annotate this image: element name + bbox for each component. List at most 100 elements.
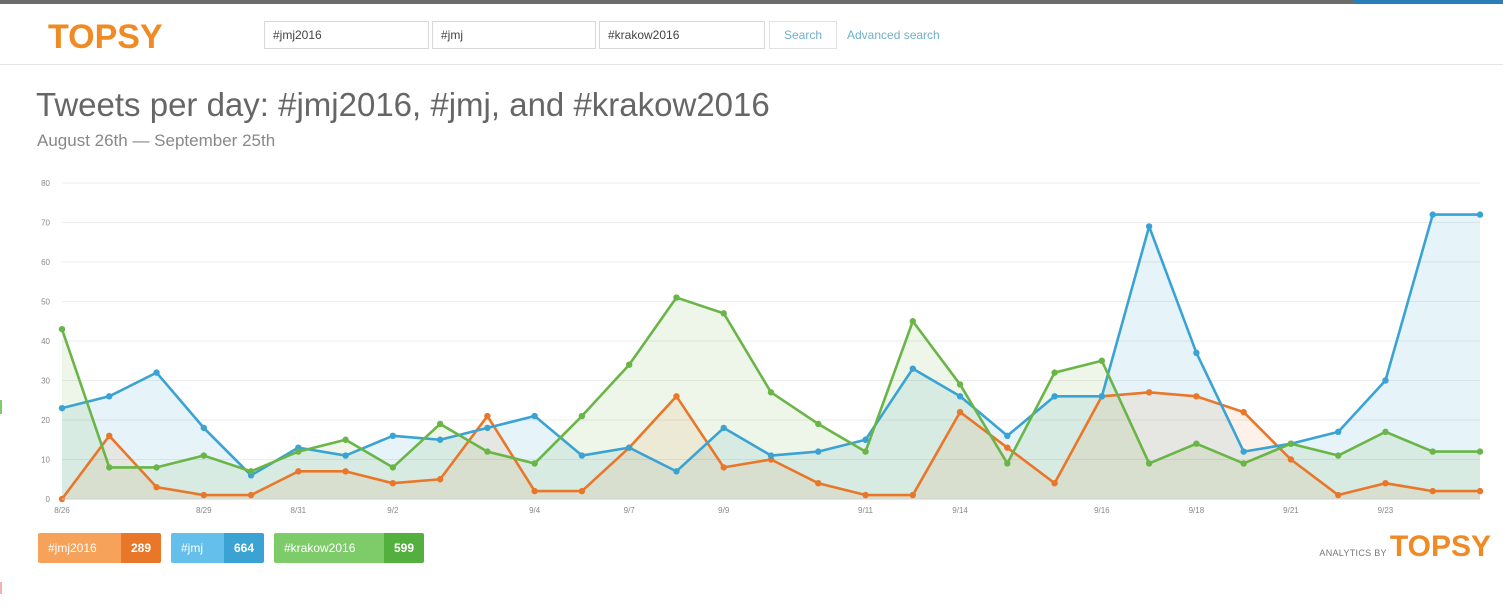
data-point-jmj[interactable]	[106, 393, 112, 399]
data-point-jmj[interactable]	[1004, 433, 1010, 439]
data-point-krakow2016[interactable]	[1051, 369, 1057, 375]
data-point-jmj[interactable]	[1193, 350, 1199, 356]
data-point-jmj[interactable]	[1051, 393, 1057, 399]
search-button[interactable]: Search	[769, 21, 837, 49]
legend-krakow2016-name: #krakow2016	[274, 533, 384, 563]
data-point-jmj[interactable]	[626, 444, 632, 450]
data-point-jmj[interactable]	[342, 452, 348, 458]
data-point-jmj2016[interactable]	[390, 480, 396, 486]
data-point-jmj[interactable]	[1240, 448, 1246, 454]
data-point-jmj2016[interactable]	[1288, 456, 1294, 462]
data-point-jmj[interactable]	[1382, 377, 1388, 383]
data-point-jmj2016[interactable]	[1051, 480, 1057, 486]
data-point-jmj2016[interactable]	[153, 484, 159, 490]
data-point-krakow2016[interactable]	[1335, 452, 1341, 458]
x-tick-label: 9/7	[624, 506, 636, 515]
data-point-jmj2016[interactable]	[1477, 488, 1483, 494]
data-point-krakow2016[interactable]	[531, 460, 537, 466]
data-point-jmj2016[interactable]	[1335, 492, 1341, 498]
data-point-krakow2016[interactable]	[201, 452, 207, 458]
data-point-jmj2016[interactable]	[815, 480, 821, 486]
data-point-jmj2016[interactable]	[437, 476, 443, 482]
data-point-jmj2016[interactable]	[1430, 488, 1436, 494]
data-point-jmj2016[interactable]	[673, 393, 679, 399]
data-point-jmj2016[interactable]	[721, 464, 727, 470]
data-point-krakow2016[interactable]	[153, 464, 159, 470]
data-point-krakow2016[interactable]	[721, 310, 727, 316]
data-point-jmj[interactable]	[1099, 393, 1105, 399]
data-point-jmj[interactable]	[201, 425, 207, 431]
data-point-jmj[interactable]	[721, 425, 727, 431]
data-point-jmj2016[interactable]	[531, 488, 537, 494]
x-tick-label: 9/9	[718, 506, 730, 515]
data-point-krakow2016[interactable]	[1477, 448, 1483, 454]
data-point-jmj[interactable]	[1335, 429, 1341, 435]
legend-krakow2016[interactable]: #krakow2016 599	[274, 533, 424, 563]
data-point-jmj[interactable]	[910, 365, 916, 371]
data-point-krakow2016[interactable]	[106, 464, 112, 470]
data-point-jmj[interactable]	[862, 437, 868, 443]
data-point-jmj2016[interactable]	[1146, 389, 1152, 395]
data-point-krakow2016[interactable]	[957, 381, 963, 387]
data-point-jmj2016[interactable]	[579, 488, 585, 494]
topsy-logo[interactable]: TOPSY	[48, 18, 163, 57]
legend-jmj2016[interactable]: #jmj2016 289	[38, 533, 161, 563]
data-point-krakow2016[interactable]	[295, 448, 301, 454]
analytics-by-topsy[interactable]: ANALYTICS BY TOPSY	[1319, 530, 1491, 564]
page-title: Tweets per day: #jmj2016, #jmj, and #kra…	[36, 86, 770, 124]
data-point-jmj2016[interactable]	[201, 492, 207, 498]
data-point-jmj[interactable]	[531, 413, 537, 419]
data-point-jmj2016[interactable]	[342, 468, 348, 474]
data-point-jmj2016[interactable]	[1193, 393, 1199, 399]
data-point-krakow2016[interactable]	[579, 413, 585, 419]
data-point-jmj[interactable]	[579, 452, 585, 458]
legend-jmj[interactable]: #jmj 664	[171, 533, 264, 563]
data-point-jmj[interactable]	[1477, 211, 1483, 217]
data-point-jmj[interactable]	[437, 437, 443, 443]
data-point-krakow2016[interactable]	[768, 389, 774, 395]
data-point-krakow2016[interactable]	[1193, 441, 1199, 447]
data-point-krakow2016[interactable]	[1240, 460, 1246, 466]
data-point-jmj[interactable]	[768, 452, 774, 458]
data-point-jmj2016[interactable]	[862, 492, 868, 498]
advanced-search-link[interactable]: Advanced search	[847, 28, 940, 42]
data-point-jmj[interactable]	[1430, 211, 1436, 217]
data-point-jmj[interactable]	[59, 405, 65, 411]
data-point-krakow2016[interactable]	[626, 362, 632, 368]
data-point-krakow2016[interactable]	[484, 448, 490, 454]
data-point-krakow2016[interactable]	[1288, 441, 1294, 447]
data-point-krakow2016[interactable]	[1382, 429, 1388, 435]
data-point-jmj2016[interactable]	[1382, 480, 1388, 486]
data-point-jmj2016[interactable]	[295, 468, 301, 474]
data-point-krakow2016[interactable]	[437, 421, 443, 427]
data-point-krakow2016[interactable]	[248, 468, 254, 474]
data-point-jmj2016[interactable]	[106, 433, 112, 439]
data-point-krakow2016[interactable]	[815, 421, 821, 427]
data-point-krakow2016[interactable]	[673, 294, 679, 300]
data-point-jmj2016[interactable]	[957, 409, 963, 415]
data-point-jmj[interactable]	[957, 393, 963, 399]
data-point-krakow2016[interactable]	[390, 464, 396, 470]
data-point-jmj[interactable]	[673, 468, 679, 474]
data-point-krakow2016[interactable]	[1430, 448, 1436, 454]
data-point-krakow2016[interactable]	[1099, 358, 1105, 364]
data-point-jmj2016[interactable]	[1240, 409, 1246, 415]
search-input-2[interactable]	[432, 21, 596, 49]
data-point-jmj[interactable]	[390, 433, 396, 439]
data-point-jmj[interactable]	[1146, 223, 1152, 229]
data-point-jmj2016[interactable]	[910, 492, 916, 498]
data-point-jmj[interactable]	[815, 448, 821, 454]
data-point-krakow2016[interactable]	[1146, 460, 1152, 466]
data-point-krakow2016[interactable]	[59, 326, 65, 332]
data-point-jmj[interactable]	[153, 369, 159, 375]
data-point-krakow2016[interactable]	[1004, 460, 1010, 466]
data-point-krakow2016[interactable]	[342, 437, 348, 443]
data-point-krakow2016[interactable]	[862, 448, 868, 454]
search-input-3[interactable]	[599, 21, 765, 49]
data-point-jmj[interactable]	[484, 425, 490, 431]
search-input-1[interactable]	[264, 21, 429, 49]
data-point-jmj2016[interactable]	[248, 492, 254, 498]
data-point-krakow2016[interactable]	[910, 318, 916, 324]
data-point-jmj2016[interactable]	[1004, 444, 1010, 450]
data-point-jmj2016[interactable]	[484, 413, 490, 419]
